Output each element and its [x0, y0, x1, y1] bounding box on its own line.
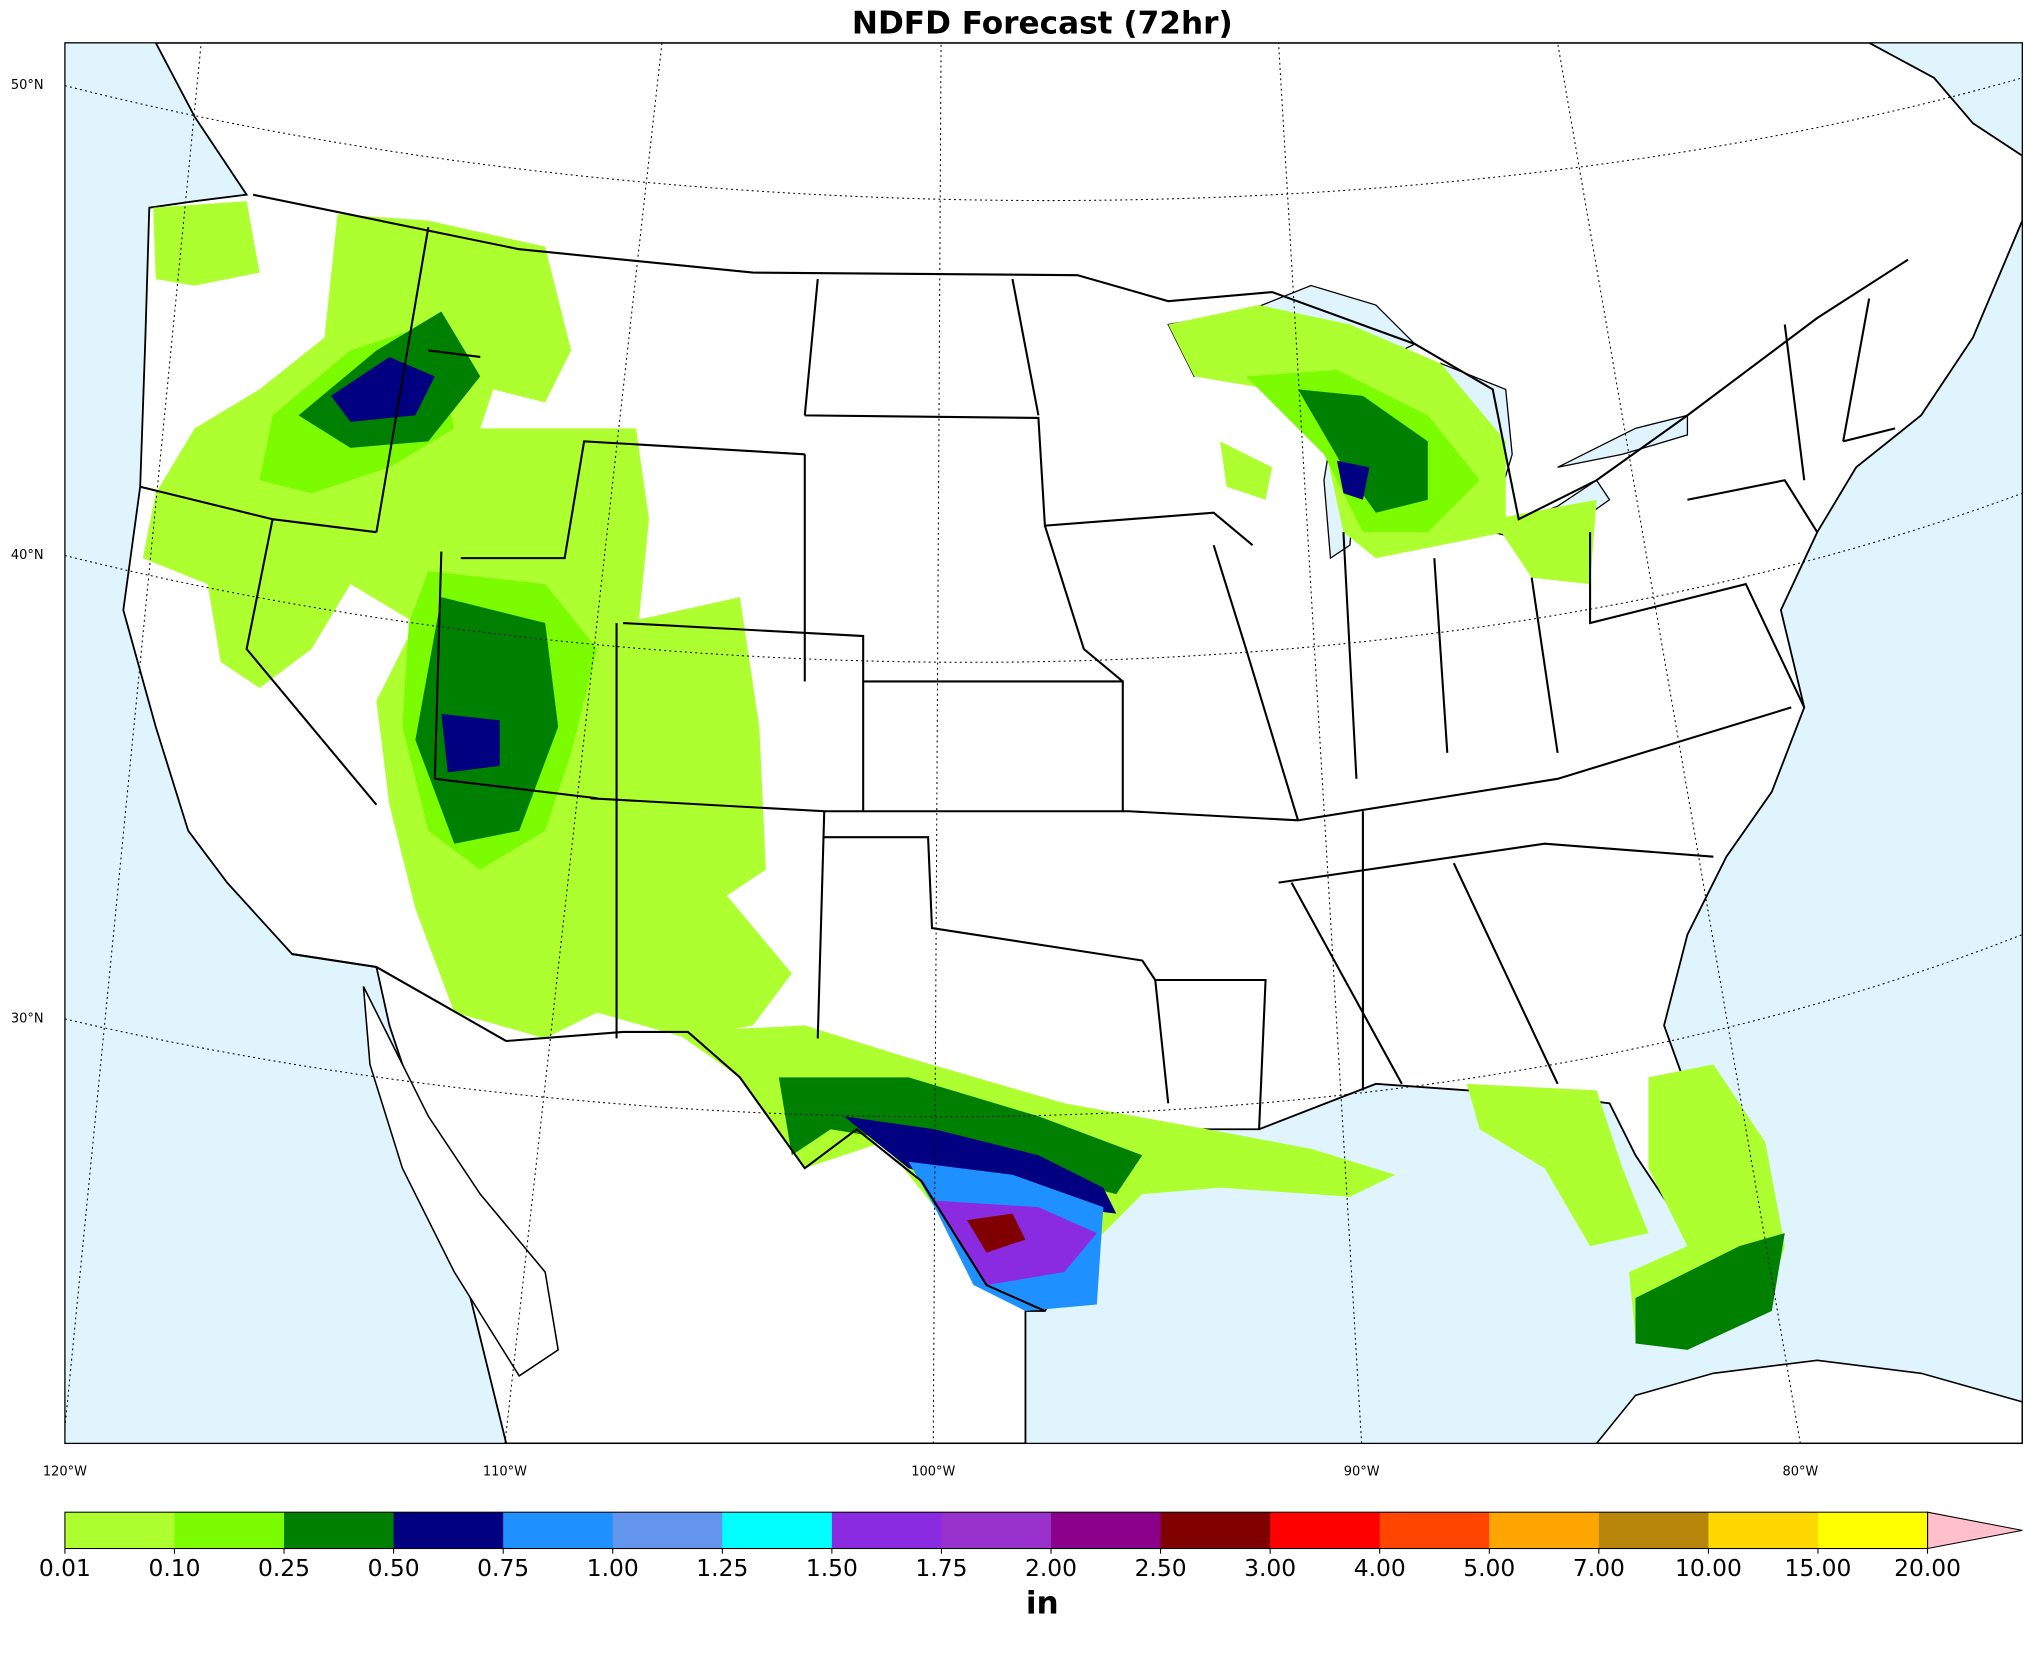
colorbar-swatch [284, 1512, 395, 1549]
colorbar-swatch [1489, 1512, 1600, 1549]
colorbar-swatch [722, 1512, 833, 1549]
colorbar-tick-label: 0.10 [148, 1554, 200, 1582]
map-frame [64, 42, 2023, 1445]
colorbar-tick-label: 0.50 [368, 1554, 420, 1582]
graticule [64, 42, 2023, 1444]
colorbar-tick-label: 1.75 [915, 1554, 967, 1582]
colorbar-swatch [174, 1512, 285, 1549]
colorbar-tick-label: 1.50 [806, 1554, 858, 1582]
colorbar-swatch [1270, 1512, 1381, 1549]
lon-label: 120°W [43, 1464, 87, 1479]
map [64, 42, 2023, 1444]
colorbar-tick-label: 15.00 [1785, 1554, 1852, 1582]
colorbar-tick-label: 2.00 [1025, 1554, 1077, 1582]
colorbar-swatch [1598, 1512, 1710, 1549]
lat-label: 30°N [11, 1011, 44, 1026]
colorbar-tick-label: 5.00 [1463, 1554, 1515, 1582]
colorbar-tick-label: 2.50 [1135, 1554, 1187, 1582]
colorbar-swatch [1708, 1512, 1819, 1549]
colorbar-tick-label: 3.00 [1244, 1554, 1296, 1582]
colorbar-tick-label: 0.25 [258, 1554, 310, 1582]
axis-labels: 50°N 40°N 30°N 120°W 110°W 100°W 90°W 80°W [11, 78, 1819, 1479]
colorbar-swatch [831, 1512, 943, 1549]
colorbar-frame [64, 1511, 1929, 1550]
lon-label: 110°W [483, 1464, 527, 1479]
precip [142, 201, 1785, 1350]
lat-label: 40°N [11, 548, 44, 563]
colorbar-swatch [1817, 1512, 1929, 1549]
colorbar-tick-label: 7.00 [1573, 1554, 1625, 1582]
colorbar-swatch [393, 1512, 504, 1549]
colorbar-swatch [1051, 1512, 1162, 1549]
title: NDFD Forecast (72hr) [852, 6, 1233, 42]
borders [139, 193, 1909, 1312]
cuba [1595, 1359, 2023, 1444]
colorbar-extend [1927, 1511, 2023, 1550]
colorbar-tick-label: 10.00 [1675, 1554, 1742, 1582]
colorbar-tick-label: 20.00 [1894, 1554, 1961, 1582]
lat-label: 50°N [11, 78, 44, 93]
colorbar-tick-label: 1.25 [696, 1554, 748, 1582]
colorbar-swatch [1160, 1512, 1271, 1549]
colorbar-tick-label: 4.00 [1354, 1554, 1406, 1582]
colorbar: 0.01 0.10 0.25 0.50 0.75 1.00 1.25 1.50 1.75 2.00… [39, 1511, 2023, 1621]
lon-label: 100°W [911, 1464, 955, 1479]
lon-label: 90°W [1344, 1464, 1380, 1479]
baja [362, 986, 560, 1377]
colorbar-swatch [503, 1512, 614, 1549]
colorbar-unit: in [1026, 1585, 1059, 1621]
colorbar-swatch [612, 1512, 723, 1549]
colorbar-swatch [1379, 1512, 1490, 1549]
colorbar-swatch [941, 1512, 1052, 1549]
colorbar-swatch [64, 1512, 176, 1549]
colorbar-tick-label: 0.75 [477, 1554, 529, 1582]
lon-label: 80°W [1782, 1464, 1818, 1479]
colorbar-tick-label: 1.00 [587, 1554, 639, 1582]
colorbar-tick-label: 0.01 [39, 1554, 91, 1582]
